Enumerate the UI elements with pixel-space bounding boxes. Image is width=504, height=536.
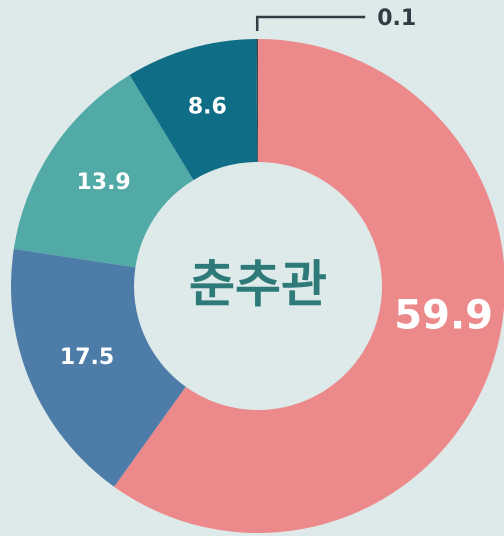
center-label: 춘추관: [189, 256, 327, 314]
data-label: 8.6: [188, 95, 227, 120]
page: {"chart_data": {"type": "donut", "center…: [0, 0, 504, 536]
leader-line: [257, 17, 365, 31]
data-label: 13.9: [76, 170, 130, 195]
data-label: 0.1: [377, 6, 416, 31]
chart: 59.9 17.5 13.9 8.6 0.1 춘추관: [0, 0, 504, 536]
data-label: 17.5: [60, 345, 114, 370]
data-label: 59.9: [394, 293, 493, 339]
